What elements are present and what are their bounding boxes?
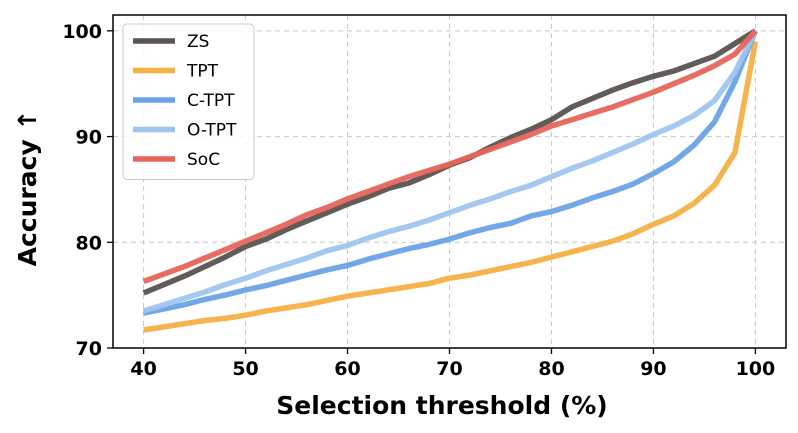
legend-label-soc: SoC — [187, 150, 220, 170]
legend: ZS TPT C-TPT O-TPT SoC — [122, 23, 255, 180]
series-lines — [142, 28, 759, 333]
y-tick-label: 70 — [76, 338, 102, 360]
y-tick-label: 80 — [76, 232, 102, 254]
x-tick-label: 40 — [130, 358, 156, 380]
x-tick-label: 50 — [232, 358, 258, 380]
y-tick-label: 100 — [62, 21, 102, 43]
legend-label-tpt: TPT — [186, 62, 219, 82]
series-line-tpt — [143, 40, 759, 333]
series-line-c-tpt — [143, 29, 758, 316]
x-axis-label: Selection threshold (%) — [276, 391, 607, 420]
y-axis-label: Accuracy ↑ — [13, 110, 42, 267]
series-line-o-tpt — [142, 29, 758, 314]
x-tick-label: 90 — [640, 358, 666, 380]
legend-label-zs: ZS — [187, 32, 209, 52]
legend-box — [122, 23, 255, 180]
series-line-soc — [142, 29, 758, 284]
x-tick-label: 100 — [736, 358, 776, 380]
legend-label-c-tpt: C-TPT — [187, 91, 235, 111]
x-tick-label: 60 — [334, 358, 360, 380]
x-tick-label: 80 — [538, 358, 564, 380]
legend-label-o-tpt: O-TPT — [187, 121, 237, 141]
x-tick-label: 70 — [436, 358, 462, 380]
axis-ticks: 40 50 60 70 80 90 100 70 80 90 100 — [62, 21, 775, 380]
y-tick-label: 90 — [76, 127, 102, 149]
